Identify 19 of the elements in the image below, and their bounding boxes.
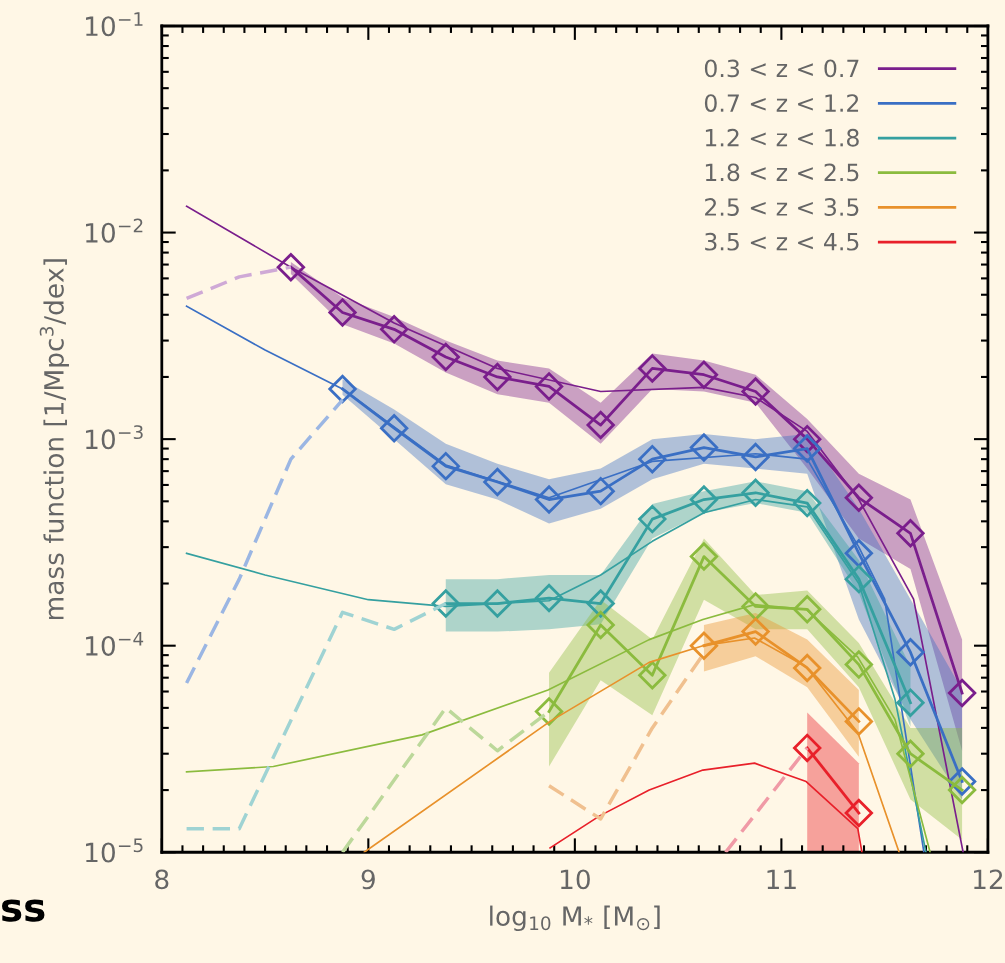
- y-axis-title: mass function [1/Mpc$^{3}$/dex]: [39, 259, 69, 620]
- x-tick-label: 11: [767, 869, 796, 889]
- legend-label: 1.2 < z < 1.8: [705, 128, 859, 147]
- y-tick-label: 10$^{−1}$: [86, 12, 143, 37]
- x-tick-label: 10: [560, 869, 590, 890]
- legend-label: 0.3 < z < 0.7: [704, 59, 859, 78]
- y-tick-label: 10$^{−5}$: [86, 838, 143, 863]
- legend-label: 0.7 < z < 1.2: [704, 94, 859, 112]
- x-tick-label: 9: [361, 869, 375, 890]
- text: ss: [2, 899, 45, 922]
- x-tick-label: 12: [974, 869, 1003, 889]
- x-axis-title: log$_{10}$ M$_{*}$ [M$_{⊙}$]: [490, 905, 660, 932]
- y-tick-label: 10$^{−3}$: [86, 425, 143, 450]
- legend-label: 2.5 < z < 3.5: [705, 198, 859, 216]
- x-tick-label: 8: [155, 869, 169, 890]
- y-tick-label: 10$^{−2}$: [86, 218, 143, 243]
- legend-label: 1.8 < z < 2.5: [705, 163, 859, 182]
- legend-label: 3.5 < z < 4.5: [705, 232, 859, 251]
- y-tick-label: 10$^{−4}$: [86, 631, 144, 656]
